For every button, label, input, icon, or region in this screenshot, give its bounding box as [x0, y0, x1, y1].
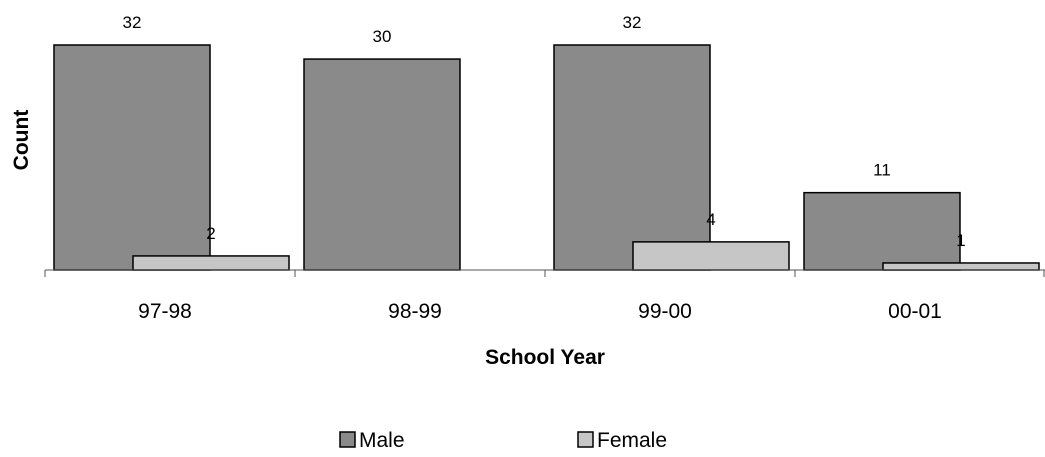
bar-male-00-01 — [803, 191, 961, 271]
legend-label-male: Male — [359, 429, 405, 452]
data-label-male-97-98: 32 — [123, 13, 142, 32]
x-tick-labels-group: 97-98 98-99 99-00 00-01 — [138, 300, 942, 323]
y-axis-title: Count — [10, 110, 33, 171]
x-tick-label-98-99: 98-99 — [388, 300, 442, 323]
bars-group — [53, 44, 1040, 271]
x-tick-label-97-98: 97-98 — [138, 300, 192, 323]
legend: Male Female — [339, 429, 667, 452]
legend-swatch-male — [339, 431, 356, 448]
data-label-male-98-99: 30 — [373, 27, 392, 46]
data-label-female-97-98: 2 — [206, 224, 215, 243]
bar-male-98-99 — [303, 58, 461, 271]
x-ticks-group — [44, 270, 1045, 277]
bar-male-99-00 — [553, 44, 711, 271]
bar-female-00-01 — [882, 262, 1040, 271]
x-axis-title: School Year — [485, 346, 605, 369]
data-label-male-00-01: 11 — [873, 161, 891, 180]
data-label-female-00-01: 1 — [956, 231, 965, 250]
bar-female-97-98 — [132, 255, 290, 271]
data-label-female-99-00: 4 — [706, 210, 715, 229]
data-label-male-99-00: 32 — [623, 13, 642, 32]
x-tick-label-99-00: 99-00 — [638, 300, 692, 323]
x-tick-label-00-01: 00-01 — [888, 300, 942, 323]
bar-female-99-00 — [632, 241, 790, 271]
legend-swatch-female — [577, 431, 594, 448]
legend-label-female: Female — [597, 429, 667, 452]
bar-male-97-98 — [53, 44, 211, 271]
data-labels-group: 32 30 32 11 2 4 1 — [123, 13, 966, 250]
